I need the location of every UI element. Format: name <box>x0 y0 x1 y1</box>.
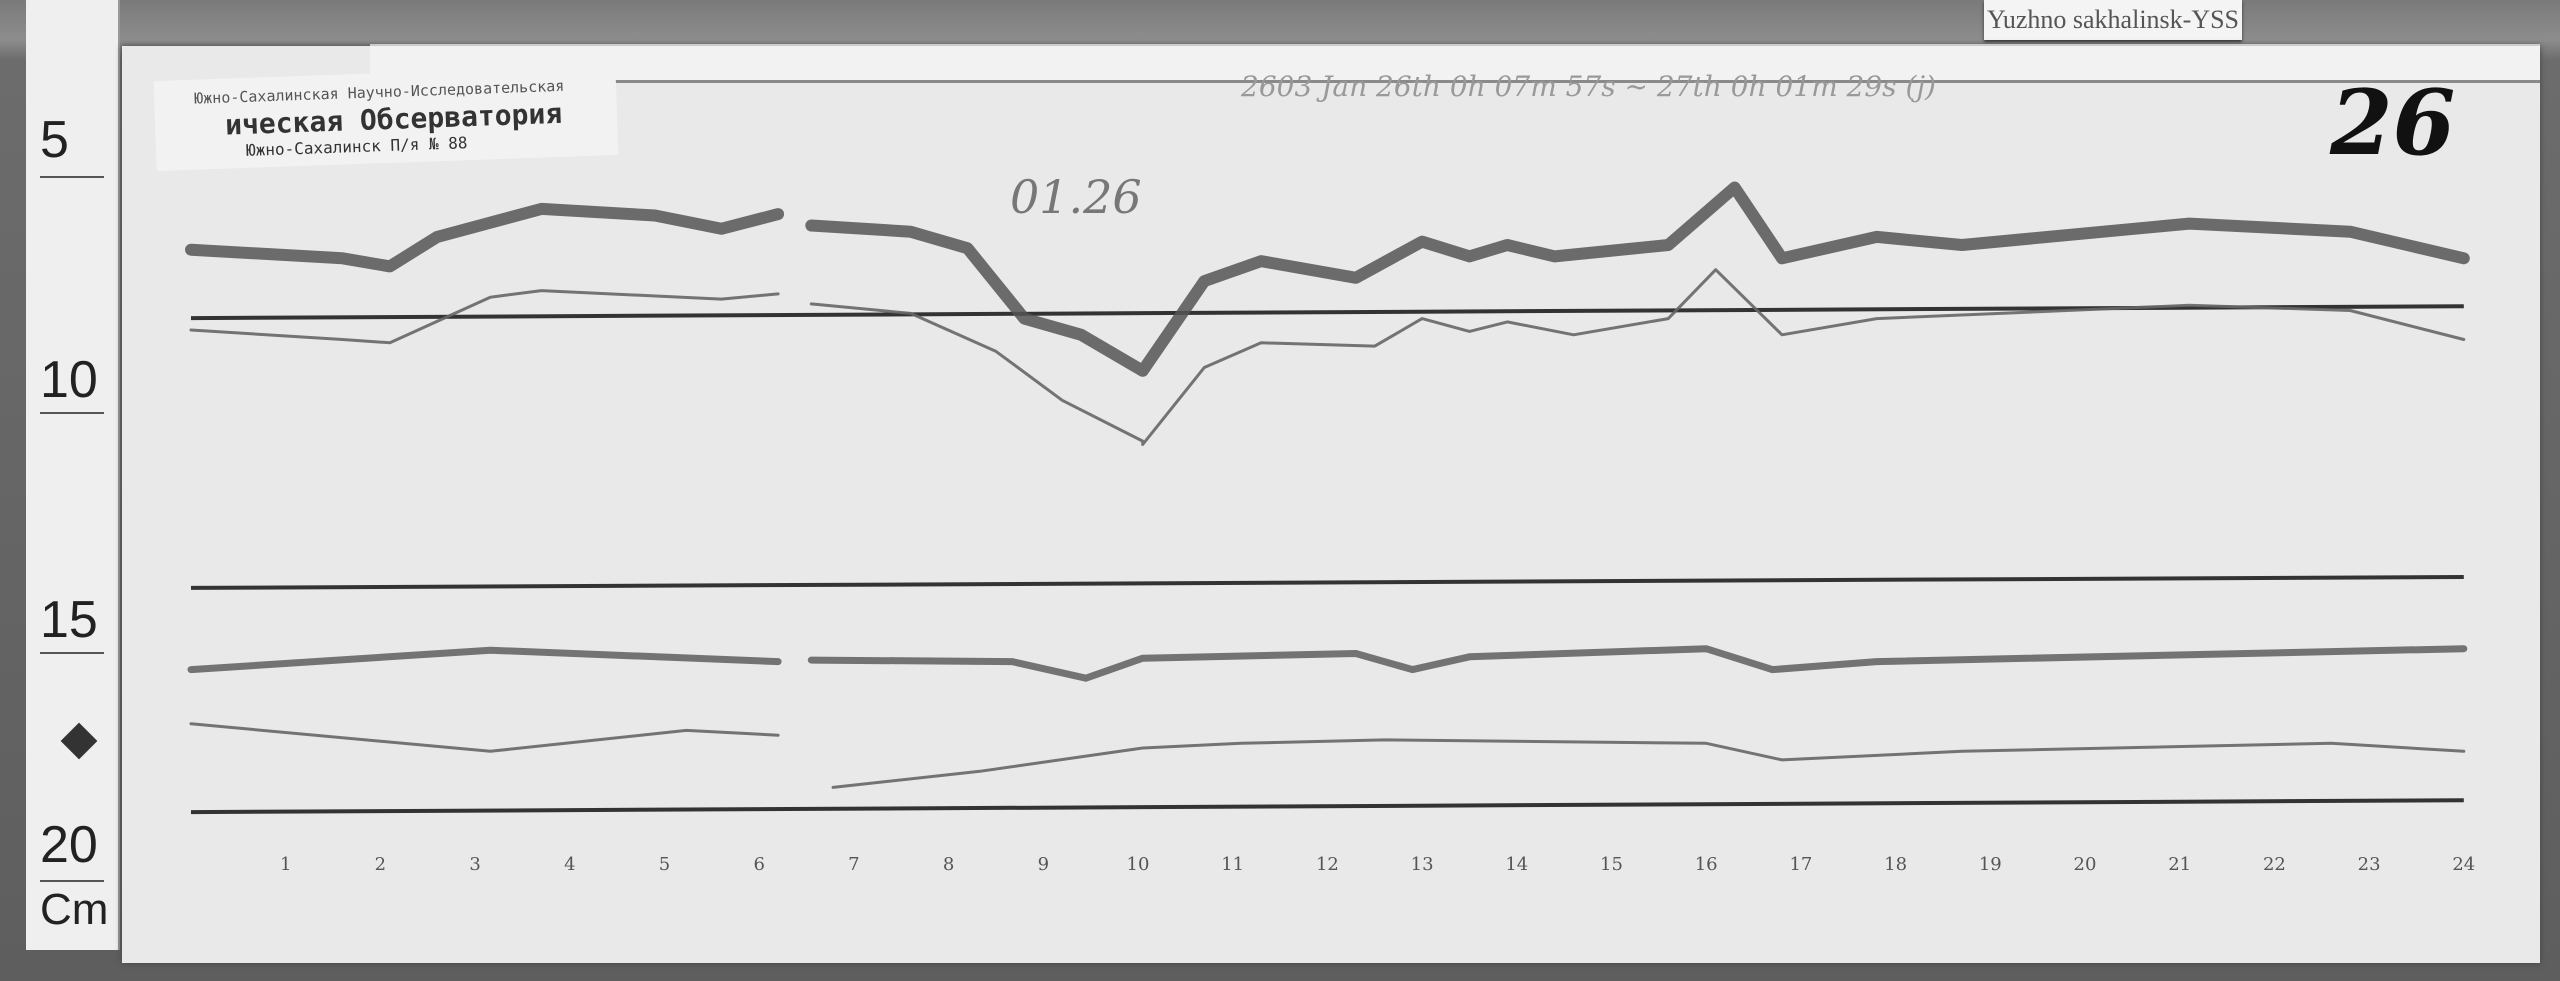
hour-tick-label: 16 <box>1695 854 1718 875</box>
cm-ruler: 5 10 15 20 Cm <box>26 0 120 950</box>
ruler-label-15: 15 <box>40 591 98 649</box>
hour-tick-label: 1 <box>280 854 291 875</box>
hour-tick-label: 19 <box>1979 854 2002 875</box>
hour-tick-label: 12 <box>1316 854 1339 875</box>
hour-tick-label: 17 <box>1789 854 1812 875</box>
header-annotation: 2603 Jan 26th 0h 07m 57s ~ 27th 0h 01m 2… <box>1241 70 1936 103</box>
hour-tick-label: 20 <box>2074 854 2097 875</box>
hour-tick-label: 23 <box>2358 854 2381 875</box>
baseline-1 <box>190 304 2464 321</box>
hour-tick-label: 6 <box>753 854 764 875</box>
hour-tick-label: 8 <box>943 854 954 875</box>
baseline-3 <box>190 798 2464 815</box>
hour-tick-label: 18 <box>1884 854 1907 875</box>
station-label: Yuzhno sakhalinsk-YSS <box>1984 0 2242 40</box>
ruler-label-5: 5 <box>40 111 69 169</box>
ruler-tick <box>40 880 104 882</box>
trace-4 <box>189 722 2466 789</box>
ruler-label-10: 10 <box>40 351 98 409</box>
hour-tick-label: 15 <box>1600 854 1623 875</box>
ruler-tick <box>40 652 104 654</box>
date-annotation: 01.26 <box>1010 170 1142 224</box>
hour-tick-label: 10 <box>1127 854 1150 875</box>
hour-tick-label: 22 <box>2263 854 2286 875</box>
hour-tick-label: 2 <box>375 854 386 875</box>
trace-3 <box>187 645 2468 682</box>
hour-tick-label: 11 <box>1221 854 1244 875</box>
hour-tick-label: 13 <box>1411 854 1434 875</box>
hour-tick-label: 7 <box>848 854 859 875</box>
hour-tick-label: 4 <box>564 854 575 875</box>
trace-2 <box>189 268 2466 446</box>
hour-tick-label: 9 <box>1038 854 1049 875</box>
hour-tick-label: 14 <box>1505 854 1528 875</box>
ruler-unit: Cm <box>40 885 109 934</box>
hour-tick-label: 3 <box>469 854 480 875</box>
baseline-2 <box>190 575 2464 590</box>
hour-tick-label: 5 <box>659 854 670 875</box>
tape-strip <box>370 44 2540 83</box>
sheet-number: 26 <box>2330 70 2456 176</box>
ruler-tick <box>40 176 104 178</box>
ruler-label-20: 20 <box>40 816 98 874</box>
hour-tick-label: 21 <box>2168 854 2191 875</box>
hour-tick-label: 24 <box>2452 854 2475 875</box>
trace-1 <box>185 181 2470 377</box>
ruler-tick <box>40 412 104 414</box>
